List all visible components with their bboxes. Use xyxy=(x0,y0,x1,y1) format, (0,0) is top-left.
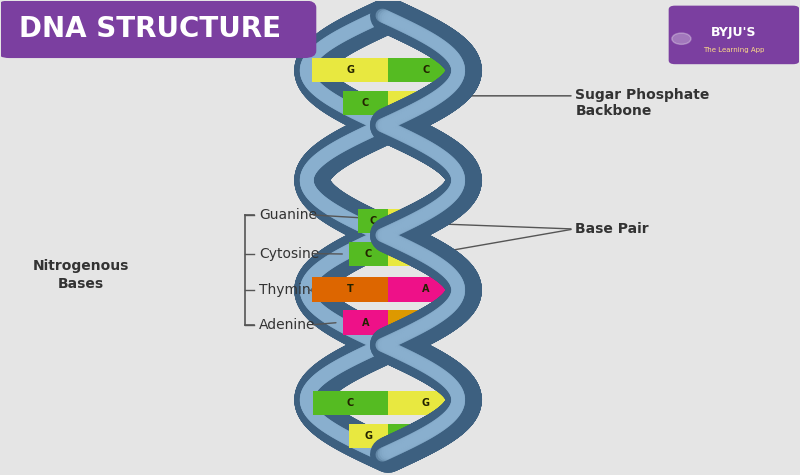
Bar xyxy=(349,424,388,448)
Text: Base Pair: Base Pair xyxy=(575,222,649,236)
Text: G: G xyxy=(365,431,373,441)
Text: C: C xyxy=(404,431,411,441)
Bar xyxy=(388,310,434,335)
Text: C: C xyxy=(362,98,369,108)
FancyBboxPatch shape xyxy=(669,6,799,64)
Bar xyxy=(388,209,418,233)
Text: Cytosine: Cytosine xyxy=(259,247,319,261)
Text: A: A xyxy=(422,285,430,294)
FancyBboxPatch shape xyxy=(0,0,316,58)
Bar xyxy=(358,209,388,233)
Text: A: A xyxy=(362,317,369,327)
Text: BYJU'S: BYJU'S xyxy=(711,26,757,38)
Bar xyxy=(349,242,388,266)
Bar xyxy=(312,57,388,82)
Text: T: T xyxy=(407,317,414,327)
Text: T: T xyxy=(347,285,354,294)
Text: G: G xyxy=(346,65,354,75)
Bar xyxy=(388,424,427,448)
Text: G: G xyxy=(422,398,430,408)
Bar xyxy=(312,277,388,302)
Bar xyxy=(313,390,388,415)
Text: C: C xyxy=(346,398,354,408)
Bar xyxy=(388,242,427,266)
Bar xyxy=(388,277,464,302)
Text: The Learning App: The Learning App xyxy=(703,47,765,53)
Text: Adenine: Adenine xyxy=(259,318,315,332)
Bar xyxy=(342,91,388,115)
Text: Sugar Phosphate
Backbone: Sugar Phosphate Backbone xyxy=(575,88,710,118)
Text: C: C xyxy=(422,65,430,75)
Text: Nitrogenous
Bases: Nitrogenous Bases xyxy=(33,259,130,292)
Text: C: C xyxy=(370,216,377,226)
Text: G: G xyxy=(406,98,414,108)
Text: DNA STRUCTURE: DNA STRUCTURE xyxy=(19,15,281,43)
Text: G: G xyxy=(399,216,407,226)
Bar xyxy=(388,57,464,82)
Circle shape xyxy=(672,33,691,44)
Bar xyxy=(388,91,434,115)
Bar xyxy=(342,310,388,335)
Text: Guanine: Guanine xyxy=(259,208,317,222)
Text: Thymine: Thymine xyxy=(259,284,319,297)
Text: C: C xyxy=(365,249,372,259)
Text: G: G xyxy=(403,249,411,259)
Bar xyxy=(388,390,463,415)
